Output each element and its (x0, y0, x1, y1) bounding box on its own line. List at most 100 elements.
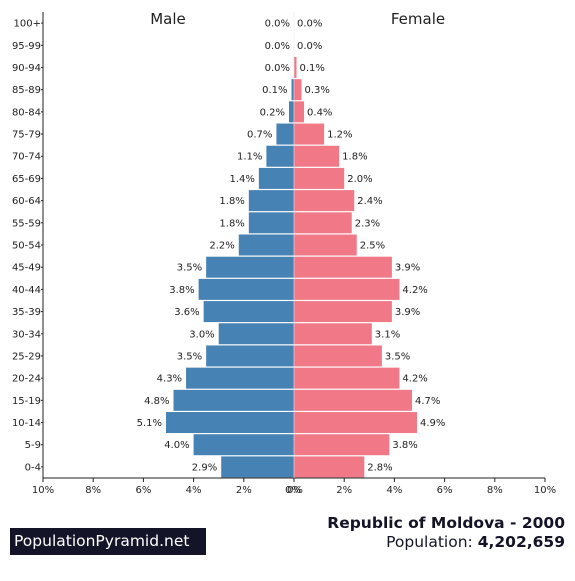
female-value-label: 3.8% (392, 440, 417, 451)
male-title: Male (150, 10, 186, 28)
female-bar-60-64 (294, 190, 355, 212)
age-group-label: 90-94 (12, 63, 41, 74)
age-group-label: 35-39 (12, 307, 41, 318)
age-group-label: 100+ (14, 19, 41, 30)
population-label: Population: (386, 533, 473, 551)
female-value-label: 0.0% (297, 19, 322, 30)
age-group-label: 55-59 (12, 218, 41, 229)
male-bar-50-54 (238, 234, 294, 256)
female-bar-0-4 (294, 456, 365, 478)
age-group-label: 0-4 (25, 462, 41, 473)
female-bar-5-9 (294, 434, 390, 456)
age-group-label: 60-64 (12, 196, 41, 207)
female-bar-90-94 (294, 56, 297, 78)
female-value-label: 4.2% (402, 374, 427, 385)
male-bar-70-74 (266, 145, 294, 167)
female-value-label: 2.4% (357, 196, 382, 207)
male-value-label: 2.9% (192, 462, 217, 473)
female-title: Female (391, 10, 445, 28)
female-bar-25-29 (294, 345, 382, 367)
male-bar-85-89 (291, 79, 294, 101)
age-group-label: 5-9 (25, 440, 41, 451)
female-value-label: 2.5% (360, 241, 385, 252)
male-value-label: 1.8% (219, 218, 244, 229)
female-value-label: 4.9% (420, 418, 445, 429)
male-value-label: 4.8% (144, 396, 169, 407)
x-tick-label: 0% (287, 485, 303, 496)
male-value-label: 0.0% (265, 41, 290, 52)
female-value-label: 0.1% (300, 63, 325, 74)
female-bar-55-59 (294, 212, 352, 234)
male-bar-5-9 (193, 434, 294, 456)
female-value-label: 2.3% (355, 218, 380, 229)
x-tick-label: 8% (85, 485, 101, 496)
male-value-label: 1.8% (219, 196, 244, 207)
male-value-label: 3.6% (174, 307, 199, 318)
age-group-label: 15-19 (12, 396, 41, 407)
age-group-label: 10-14 (12, 418, 41, 429)
male-bar-0-4 (221, 456, 294, 478)
female-bar-80-84 (294, 101, 305, 123)
male-bar-60-64 (248, 190, 294, 212)
age-group-label: 65-69 (12, 174, 41, 185)
female-value-label: 3.1% (375, 329, 400, 340)
female-bar-65-69 (294, 167, 345, 189)
population-value: 4,202,659 (477, 533, 565, 551)
age-group-label: 85-89 (12, 85, 41, 96)
country-year-title: Republic of Moldova - 2000 (327, 514, 565, 532)
value-labels-group: 0.0% 0.0% 0.0% 0.0% 0.0% 0.1% 0.1% 0.3% 0.2% 0.4%… (137, 19, 446, 474)
female-bar-75-79 (294, 123, 325, 145)
female-bar-85-89 (294, 79, 302, 101)
age-group-label: 45-49 (12, 263, 41, 274)
female-value-label: 2.0% (347, 174, 372, 185)
male-bar-15-19 (173, 389, 294, 411)
female-value-label: 3.9% (395, 263, 420, 274)
x-tick-label: 10% (534, 485, 556, 496)
male-bar-65-69 (258, 167, 294, 189)
age-group-label: 80-84 (12, 107, 41, 118)
male-bar-45-49 (206, 256, 294, 278)
age-group-label: 75-79 (12, 130, 41, 141)
female-value-label: 1.8% (342, 152, 367, 163)
age-group-label: 30-34 (12, 329, 41, 340)
female-value-label: 0.0% (297, 41, 322, 52)
male-value-label: 3.0% (189, 329, 214, 340)
population-pyramid-chart: Male Female 0.0% 0.0% 0.0% 0.0% 0.0% 0.1% 0.1%… (12, 10, 556, 496)
x-tick-label: 4% (386, 485, 402, 496)
male-bar-40-44 (198, 278, 294, 300)
female-bar-70-74 (294, 145, 340, 167)
female-value-label: 4.7% (415, 396, 440, 407)
age-group-label: 20-24 (12, 374, 41, 385)
male-value-label: 4.3% (157, 374, 182, 385)
male-value-label: 1.1% (237, 152, 262, 163)
female-value-label: 0.3% (305, 85, 330, 96)
x-tick-label: 0% (285, 485, 301, 496)
brand-logo[interactable]: PopulationPyramid.net (10, 528, 206, 555)
male-bar-25-29 (206, 345, 294, 367)
male-value-label: 4.0% (164, 440, 189, 451)
male-bar-35-39 (203, 301, 294, 323)
axes-group: 100+ 95-99 90-94 85-89 80-84 75-79 70-74 65-69 6… (12, 12, 556, 496)
male-bar-10-14 (165, 412, 294, 434)
male-value-label: 0.0% (265, 19, 290, 30)
x-tick-label: 2% (336, 485, 352, 496)
male-value-label: 0.0% (265, 63, 290, 74)
male-bar-20-24 (186, 367, 294, 389)
x-tick-label: 8% (487, 485, 503, 496)
bars-group (165, 56, 417, 478)
female-bar-50-54 (294, 234, 357, 256)
male-bar-30-34 (218, 323, 294, 345)
female-value-label: 2.8% (367, 462, 392, 473)
female-bar-30-34 (294, 323, 372, 345)
x-tick-label: 4% (186, 485, 202, 496)
x-tick-label: 2% (236, 485, 252, 496)
age-group-label: 25-29 (12, 351, 41, 362)
male-bar-80-84 (288, 101, 294, 123)
female-bar-35-39 (294, 301, 392, 323)
male-bar-55-59 (248, 212, 294, 234)
female-value-label: 1.2% (327, 130, 352, 141)
female-value-label: 3.9% (395, 307, 420, 318)
male-value-label: 3.5% (177, 263, 202, 274)
male-value-label: 3.5% (177, 351, 202, 362)
female-value-label: 4.2% (402, 285, 427, 296)
